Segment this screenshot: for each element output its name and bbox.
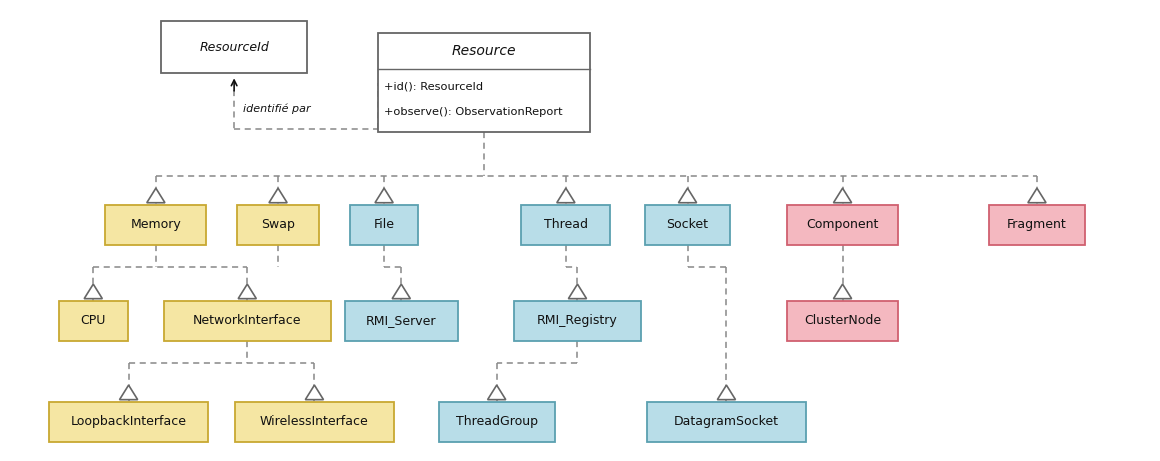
Text: WirelessInterface: WirelessInterface bbox=[260, 415, 369, 428]
Polygon shape bbox=[557, 188, 575, 203]
Bar bbox=[106, 205, 206, 245]
Text: ClusterNode: ClusterNode bbox=[804, 314, 882, 327]
Bar bbox=[514, 301, 640, 341]
Bar bbox=[522, 205, 610, 245]
Bar bbox=[164, 301, 331, 341]
Text: Socket: Socket bbox=[667, 219, 709, 231]
Text: LoopbackInterface: LoopbackInterface bbox=[71, 415, 187, 428]
Text: Swap: Swap bbox=[261, 219, 295, 231]
Text: ThreadGroup: ThreadGroup bbox=[456, 415, 538, 428]
Text: NetworkInterface: NetworkInterface bbox=[193, 314, 302, 327]
Text: RMI_Registry: RMI_Registry bbox=[537, 314, 618, 327]
Polygon shape bbox=[834, 188, 851, 203]
Bar bbox=[989, 205, 1085, 245]
Text: RMI_Server: RMI_Server bbox=[367, 314, 436, 327]
Text: Fragment: Fragment bbox=[1007, 219, 1067, 231]
Polygon shape bbox=[717, 385, 735, 400]
Bar bbox=[378, 33, 590, 132]
Polygon shape bbox=[269, 188, 288, 203]
Bar bbox=[237, 205, 319, 245]
Text: DatagramSocket: DatagramSocket bbox=[674, 415, 778, 428]
Bar bbox=[350, 205, 419, 245]
Bar bbox=[161, 21, 307, 73]
Polygon shape bbox=[679, 188, 697, 203]
Text: Memory: Memory bbox=[130, 219, 181, 231]
Bar bbox=[645, 205, 731, 245]
Text: Component: Component bbox=[806, 219, 879, 231]
Text: +observe(): ObservationReport: +observe(): ObservationReport bbox=[384, 107, 563, 117]
Bar bbox=[59, 301, 128, 341]
Text: ResourceId: ResourceId bbox=[200, 41, 269, 54]
Text: Resource: Resource bbox=[451, 44, 516, 58]
Bar bbox=[646, 402, 806, 442]
Polygon shape bbox=[568, 284, 587, 299]
Bar bbox=[234, 402, 394, 442]
Bar bbox=[438, 402, 554, 442]
Text: CPU: CPU bbox=[80, 314, 106, 327]
Bar bbox=[786, 301, 898, 341]
Polygon shape bbox=[375, 188, 393, 203]
Polygon shape bbox=[834, 284, 851, 299]
Polygon shape bbox=[487, 385, 506, 400]
Polygon shape bbox=[119, 385, 138, 400]
Text: File: File bbox=[374, 219, 394, 231]
Polygon shape bbox=[1028, 188, 1046, 203]
Polygon shape bbox=[305, 385, 324, 400]
Text: +id(): ResourceId: +id(): ResourceId bbox=[384, 82, 484, 91]
Text: identifié par: identifié par bbox=[244, 104, 311, 114]
Polygon shape bbox=[238, 284, 256, 299]
Polygon shape bbox=[85, 284, 102, 299]
Bar bbox=[786, 205, 898, 245]
Polygon shape bbox=[147, 188, 165, 203]
Polygon shape bbox=[392, 284, 411, 299]
Bar bbox=[49, 402, 209, 442]
Bar bbox=[345, 301, 458, 341]
Text: Thread: Thread bbox=[544, 219, 588, 231]
